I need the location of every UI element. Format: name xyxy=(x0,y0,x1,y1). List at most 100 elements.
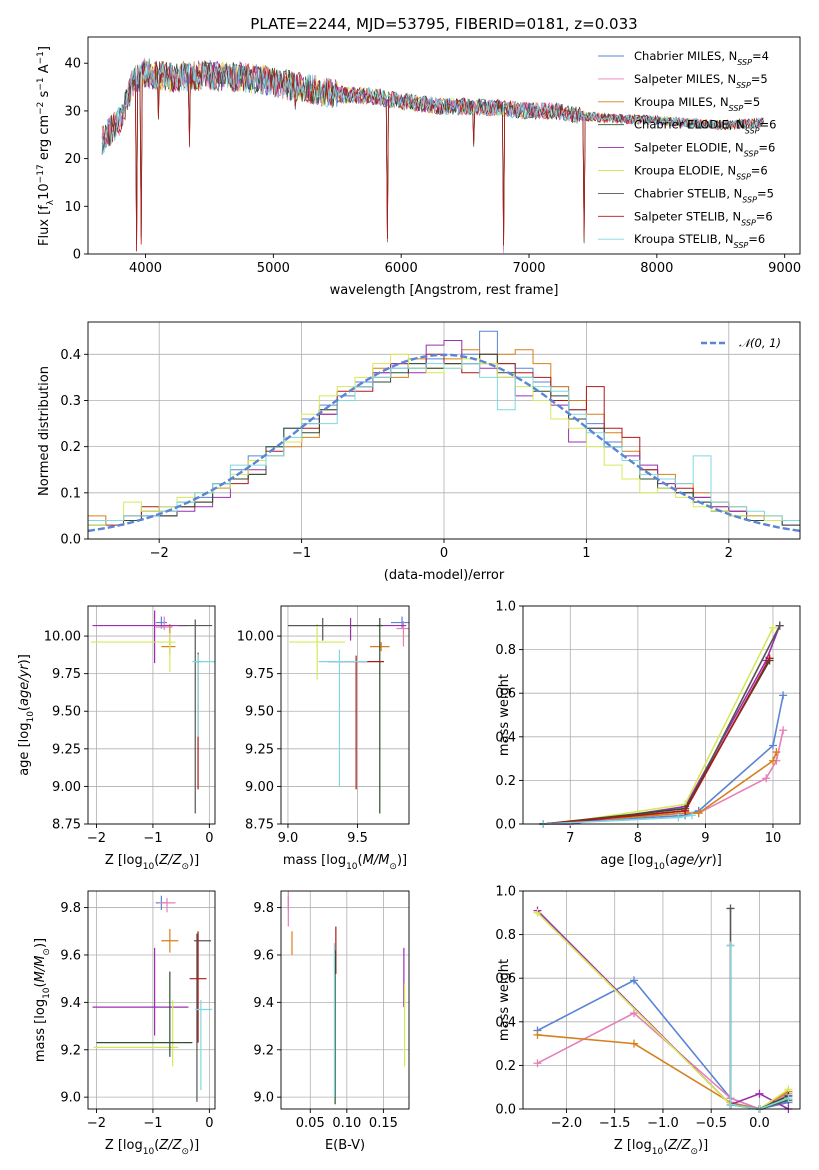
legend-subscript: SSP xyxy=(736,172,751,181)
x-tick-label: 5000 xyxy=(257,261,290,276)
y-tick-label: 10 xyxy=(64,200,81,215)
y-tick-label: 0.3 xyxy=(60,394,81,409)
legend-entry-label: Chabrier STELIB, NSSP=5 xyxy=(634,186,774,204)
y-tick-label: 0.4 xyxy=(495,730,516,745)
legend-subscript: SSP xyxy=(729,103,744,112)
x-tick-label: 9000 xyxy=(768,261,801,276)
x-tick-label: 1 xyxy=(582,546,590,561)
legend-entry-label: Salpeter ELODIE, NSSP=6 xyxy=(634,141,775,159)
x-tick-label: 7 xyxy=(566,831,574,846)
y-tick-label: 9.4 xyxy=(60,996,81,1011)
x-tick-label: 0 xyxy=(205,831,213,846)
plus-marker xyxy=(629,1009,638,1018)
y-tick-label: 10.00 xyxy=(44,630,81,645)
y-tick-label: 9.25 xyxy=(245,742,274,757)
histogram-frame xyxy=(87,321,801,540)
plus-marker xyxy=(533,908,542,917)
plus-marker xyxy=(768,756,777,765)
x-tick-label: −2.0 xyxy=(551,1116,583,1131)
weight-age-ylabel: mass weight xyxy=(497,674,512,756)
y-tick-label: 9.75 xyxy=(245,667,274,682)
x-tick-label: −2 xyxy=(150,546,169,561)
x-tick-label: −1 xyxy=(143,831,162,846)
legend-subscript: SSP xyxy=(742,195,757,204)
y-tick-label: 0.8 xyxy=(495,643,516,658)
histogram-step xyxy=(87,363,800,539)
y-tick-label: 9.4 xyxy=(253,996,274,1011)
legend-subscript: SSP xyxy=(744,149,759,158)
plus-marker xyxy=(533,1059,542,1068)
y-tick-label: 9.75 xyxy=(52,667,81,682)
y-tick-label: 1.0 xyxy=(495,600,516,615)
legend-subscript: SSP xyxy=(745,126,760,135)
y-tick-label: 20 xyxy=(64,152,81,167)
y-tick-label: 0.8 xyxy=(495,928,516,943)
plus-marker xyxy=(768,741,777,750)
histogram-legend: 𝒩(0, 1) xyxy=(701,336,781,350)
plus-marker xyxy=(755,1089,764,1098)
legend-normal-label: 𝒩(0, 1) xyxy=(739,336,781,350)
legend-subscript: SSP xyxy=(736,80,751,89)
legend-subscript: SSP xyxy=(737,58,752,67)
legend-entry-label: Salpeter STELIB, NSSP=6 xyxy=(634,209,773,227)
spectrum-title: PLATE=2244, MJD=53795, FIBERID=0181, z=0… xyxy=(250,15,637,33)
weight-line xyxy=(543,625,781,825)
x-tick-label: −2 xyxy=(87,1116,106,1131)
legend-entry-label: Kroupa STELIB, NSSP=6 xyxy=(634,232,765,250)
legend-value: =6 xyxy=(756,209,773,223)
legend-subscript: SSP xyxy=(741,218,756,227)
age-z-xlabel: Z [log10(Z/Z⊙)] xyxy=(105,853,199,872)
legend-entry-label: Salpeter MILES, NSSP=5 xyxy=(634,72,768,90)
mass-z-ylabel: mass [log10(M/M⊙)] xyxy=(33,938,52,1062)
age-mass-xlabel: mass [log10(M/M⊙)] xyxy=(283,853,407,872)
mass-z-xlabel: Z [log10(Z/Z⊙)] xyxy=(105,1138,199,1157)
mass-ebv-frame xyxy=(280,890,410,1110)
plus-marker xyxy=(726,1100,735,1109)
spectrum-panel: PLATE=2244, MJD=53795, FIBERID=0181, z=0… xyxy=(36,15,801,298)
x-tick-label: 9 xyxy=(701,831,709,846)
plus-marker xyxy=(762,774,771,783)
y-tick-label: 9.8 xyxy=(253,901,274,916)
legend-value: =5 xyxy=(751,72,768,86)
y-tick-label: 9.8 xyxy=(60,901,81,916)
x-tick-label: −1 xyxy=(292,546,311,561)
y-tick-label: 1.0 xyxy=(495,885,516,900)
age-mass-frame xyxy=(280,605,410,825)
y-tick-label: 0 xyxy=(73,248,81,263)
y-tick-label: 0.2 xyxy=(495,774,516,789)
plus-marker xyxy=(768,623,777,632)
y-tick-label: 0.2 xyxy=(60,440,81,455)
y-tick-label: 9.6 xyxy=(60,948,81,963)
y-tick-label: 40 xyxy=(64,57,81,72)
y-tick-label: 0.0 xyxy=(495,1103,516,1118)
legend-value: =6 xyxy=(760,118,777,132)
spectrum-legend: Chabrier MILES, NSSP=4 Salpeter MILES, NS… xyxy=(598,49,776,250)
histogram-ylabel: Normed distribution xyxy=(37,366,52,496)
y-tick-label: 0.6 xyxy=(495,972,516,987)
weight-line xyxy=(543,695,784,825)
y-tick-label: 30 xyxy=(64,104,81,119)
y-tick-label: 9.50 xyxy=(52,705,81,720)
weight-line xyxy=(543,660,771,825)
weight-z-frame xyxy=(522,890,801,1110)
y-tick-label: 0.2 xyxy=(495,1059,516,1074)
normal-reference-curve xyxy=(87,353,801,533)
mass-z-frame xyxy=(87,890,216,1110)
legend-entry-label: Kroupa MILES, NSSP=5 xyxy=(634,95,760,113)
x-tick-label: 0.05 xyxy=(296,1116,325,1131)
x-tick-label: 8000 xyxy=(640,261,673,276)
weight-age-frame xyxy=(522,605,801,825)
x-tick-label: −0.5 xyxy=(695,1116,727,1131)
x-tick-label: 0 xyxy=(440,546,448,561)
age-vs-metallicity-panel: −2 −1 0 8.75 9.00 9.25 9.50 9.75 10.00 Z [log10(… xyxy=(17,605,216,872)
x-tick-label: −1.5 xyxy=(599,1116,631,1131)
plus-marker xyxy=(779,691,788,700)
age-z-frame xyxy=(87,605,216,825)
y-tick-label: 9.50 xyxy=(245,705,274,720)
legend-value: =6 xyxy=(758,141,775,155)
mass-ebv-xlabel: E(B-V) xyxy=(325,1138,365,1153)
plus-marker xyxy=(726,941,735,950)
plus-marker xyxy=(694,809,703,818)
plus-marker xyxy=(681,806,690,815)
